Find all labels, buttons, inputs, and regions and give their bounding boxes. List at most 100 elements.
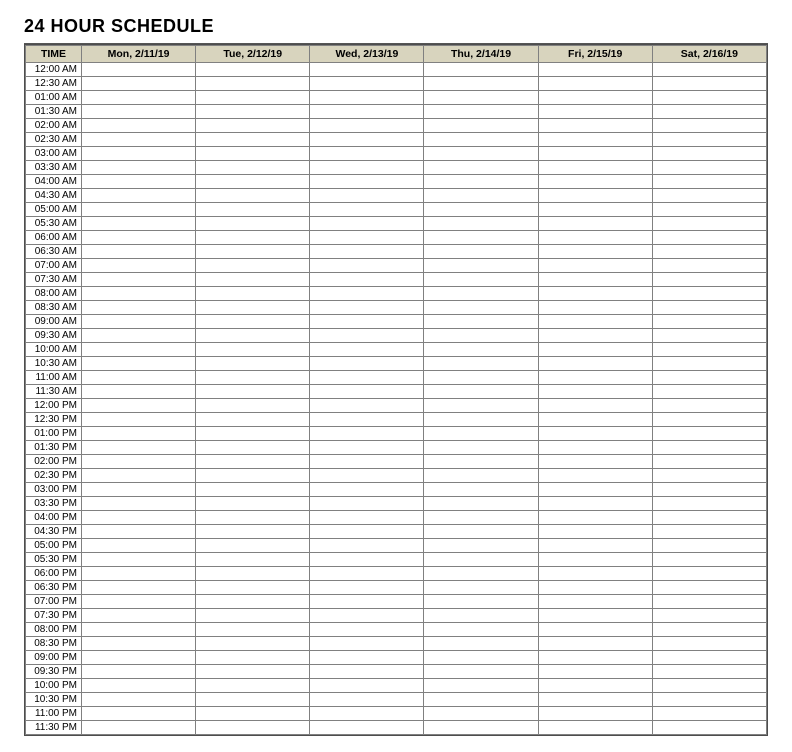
slot-cell[interactable]	[652, 273, 766, 287]
slot-cell[interactable]	[82, 77, 196, 91]
slot-cell[interactable]	[82, 91, 196, 105]
slot-cell[interactable]	[310, 273, 424, 287]
slot-cell[interactable]	[424, 301, 538, 315]
slot-cell[interactable]	[196, 217, 310, 231]
slot-cell[interactable]	[196, 385, 310, 399]
slot-cell[interactable]	[82, 693, 196, 707]
slot-cell[interactable]	[82, 273, 196, 287]
slot-cell[interactable]	[196, 651, 310, 665]
slot-cell[interactable]	[652, 637, 766, 651]
slot-cell[interactable]	[196, 455, 310, 469]
slot-cell[interactable]	[652, 63, 766, 77]
slot-cell[interactable]	[424, 91, 538, 105]
slot-cell[interactable]	[652, 553, 766, 567]
slot-cell[interactable]	[82, 721, 196, 735]
slot-cell[interactable]	[196, 301, 310, 315]
slot-cell[interactable]	[424, 259, 538, 273]
slot-cell[interactable]	[538, 63, 652, 77]
slot-cell[interactable]	[652, 539, 766, 553]
slot-cell[interactable]	[538, 371, 652, 385]
slot-cell[interactable]	[652, 609, 766, 623]
slot-cell[interactable]	[652, 385, 766, 399]
slot-cell[interactable]	[538, 427, 652, 441]
slot-cell[interactable]	[82, 189, 196, 203]
slot-cell[interactable]	[424, 119, 538, 133]
slot-cell[interactable]	[82, 287, 196, 301]
slot-cell[interactable]	[538, 637, 652, 651]
slot-cell[interactable]	[196, 245, 310, 259]
slot-cell[interactable]	[538, 315, 652, 329]
slot-cell[interactable]	[196, 371, 310, 385]
slot-cell[interactable]	[538, 203, 652, 217]
slot-cell[interactable]	[424, 385, 538, 399]
slot-cell[interactable]	[310, 217, 424, 231]
slot-cell[interactable]	[652, 455, 766, 469]
slot-cell[interactable]	[538, 385, 652, 399]
slot-cell[interactable]	[310, 245, 424, 259]
slot-cell[interactable]	[82, 679, 196, 693]
slot-cell[interactable]	[310, 623, 424, 637]
slot-cell[interactable]	[424, 721, 538, 735]
slot-cell[interactable]	[652, 203, 766, 217]
slot-cell[interactable]	[538, 581, 652, 595]
slot-cell[interactable]	[196, 427, 310, 441]
slot-cell[interactable]	[310, 105, 424, 119]
slot-cell[interactable]	[652, 469, 766, 483]
slot-cell[interactable]	[538, 455, 652, 469]
slot-cell[interactable]	[652, 595, 766, 609]
slot-cell[interactable]	[196, 259, 310, 273]
slot-cell[interactable]	[196, 273, 310, 287]
slot-cell[interactable]	[82, 105, 196, 119]
slot-cell[interactable]	[652, 343, 766, 357]
slot-cell[interactable]	[82, 133, 196, 147]
slot-cell[interactable]	[652, 497, 766, 511]
slot-cell[interactable]	[310, 651, 424, 665]
slot-cell[interactable]	[196, 133, 310, 147]
slot-cell[interactable]	[652, 259, 766, 273]
slot-cell[interactable]	[310, 63, 424, 77]
slot-cell[interactable]	[196, 707, 310, 721]
slot-cell[interactable]	[196, 595, 310, 609]
slot-cell[interactable]	[310, 497, 424, 511]
slot-cell[interactable]	[82, 581, 196, 595]
slot-cell[interactable]	[196, 315, 310, 329]
slot-cell[interactable]	[310, 637, 424, 651]
slot-cell[interactable]	[196, 679, 310, 693]
slot-cell[interactable]	[652, 651, 766, 665]
slot-cell[interactable]	[538, 497, 652, 511]
slot-cell[interactable]	[310, 343, 424, 357]
slot-cell[interactable]	[424, 553, 538, 567]
slot-cell[interactable]	[310, 189, 424, 203]
slot-cell[interactable]	[538, 259, 652, 273]
slot-cell[interactable]	[82, 413, 196, 427]
slot-cell[interactable]	[196, 553, 310, 567]
slot-cell[interactable]	[310, 357, 424, 371]
slot-cell[interactable]	[82, 357, 196, 371]
slot-cell[interactable]	[538, 77, 652, 91]
slot-cell[interactable]	[196, 497, 310, 511]
slot-cell[interactable]	[196, 413, 310, 427]
slot-cell[interactable]	[652, 623, 766, 637]
slot-cell[interactable]	[538, 357, 652, 371]
slot-cell[interactable]	[310, 427, 424, 441]
slot-cell[interactable]	[538, 679, 652, 693]
slot-cell[interactable]	[196, 203, 310, 217]
slot-cell[interactable]	[310, 287, 424, 301]
slot-cell[interactable]	[82, 427, 196, 441]
slot-cell[interactable]	[310, 77, 424, 91]
slot-cell[interactable]	[538, 217, 652, 231]
slot-cell[interactable]	[652, 427, 766, 441]
slot-cell[interactable]	[538, 721, 652, 735]
slot-cell[interactable]	[424, 273, 538, 287]
slot-cell[interactable]	[652, 119, 766, 133]
slot-cell[interactable]	[82, 301, 196, 315]
slot-cell[interactable]	[652, 329, 766, 343]
slot-cell[interactable]	[196, 175, 310, 189]
slot-cell[interactable]	[82, 483, 196, 497]
slot-cell[interactable]	[82, 651, 196, 665]
slot-cell[interactable]	[652, 91, 766, 105]
slot-cell[interactable]	[82, 119, 196, 133]
slot-cell[interactable]	[652, 665, 766, 679]
slot-cell[interactable]	[424, 539, 538, 553]
slot-cell[interactable]	[310, 203, 424, 217]
